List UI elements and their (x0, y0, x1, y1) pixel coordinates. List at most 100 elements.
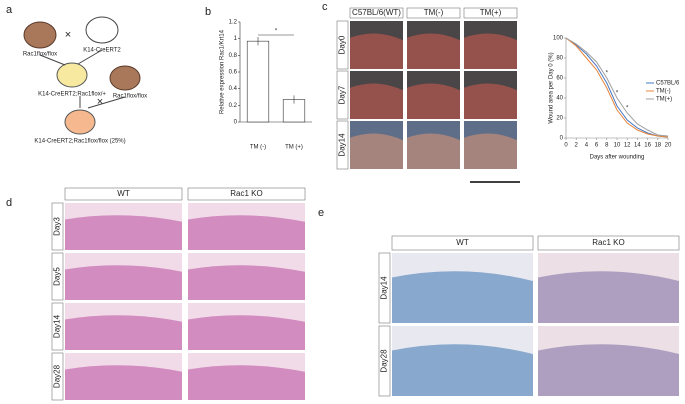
tissue (392, 344, 533, 396)
x-tick-label: 12 (624, 143, 631, 149)
row-label-box (378, 252, 391, 324)
tissue (407, 33, 460, 69)
x-tick-label: 18 (654, 143, 661, 149)
x-tick-label: 6 (595, 143, 599, 149)
genotype-label: Rac1flox/flox (113, 94, 147, 100)
y-axis-label: Relative expression Rac1/Krt14 (220, 29, 226, 114)
mouse-diagram: × × (23, 16, 141, 135)
y-tick-label: 80 (556, 56, 563, 62)
column-header: Rac1 KO (230, 189, 262, 198)
y-tick-label: 0.4 (229, 86, 238, 92)
row-label: Day28 (380, 349, 389, 373)
column-header-box (187, 187, 306, 201)
y-tick-label: 1.2 (229, 20, 238, 26)
y-tick-label: 40 (556, 96, 563, 102)
row-label: Day28 (53, 364, 62, 388)
column-header-box (64, 187, 183, 201)
row-label-box (51, 302, 64, 351)
row-label: Day14 (380, 276, 389, 300)
x-axis-label: Days after wounding (590, 155, 645, 161)
svg-text:×: × (65, 29, 71, 41)
row-label-box (336, 20, 349, 70)
legend-label: TM(-) (656, 89, 671, 95)
svg-text:×: × (97, 96, 103, 108)
x-tick-label: 14 (634, 143, 641, 149)
panel-label: e (318, 207, 324, 219)
panel-label: a (6, 4, 13, 16)
x-tick-label: 20 (665, 143, 672, 149)
x-tick-label: 2 (575, 143, 579, 149)
tissue (350, 83, 403, 119)
column-header-box (537, 235, 680, 251)
panel-label: d (6, 197, 12, 209)
x-tick-label: TM (+) (285, 145, 303, 151)
row-label: Day5 (53, 267, 62, 286)
column-header-box (406, 7, 461, 19)
genotype-label: K14-CreERT2;Rac1flox/+ (38, 92, 106, 98)
x-tick-label: TM (-) (250, 145, 266, 151)
x-tick-label: 4 (585, 143, 589, 149)
x-tick-label: 8 (605, 143, 609, 149)
significance: * (616, 91, 619, 97)
tissue (538, 344, 679, 396)
row-label-box (51, 202, 64, 251)
tissue (464, 133, 517, 169)
row-label-box (336, 120, 349, 170)
tissue (407, 83, 460, 119)
panel-label: b (205, 6, 211, 18)
y-tick-label: 0.6 (229, 70, 238, 76)
panel-label: c (322, 1, 328, 13)
genotype-label: K14-CreERT2;Rac1flox/flox (25%) (34, 139, 125, 145)
y-tick-label: 60 (556, 76, 563, 82)
row-label-box (51, 252, 64, 301)
significance: * (275, 29, 278, 35)
bar (246, 40, 270, 123)
column-header: TM(+) (480, 8, 502, 17)
tissue (464, 83, 517, 119)
legend-label: TM(+) (656, 97, 672, 103)
y-tick-label: 100 (553, 36, 564, 42)
y-tick-label: 1 (234, 36, 238, 42)
x-tick-label: 0 (564, 143, 568, 149)
row-label: Day0 (338, 35, 347, 54)
tissue (350, 33, 403, 69)
column-header-box (349, 7, 404, 19)
series-line (565, 37, 669, 137)
row-label: Day14 (53, 314, 62, 338)
column-header: WT (117, 189, 130, 198)
tissue (65, 315, 182, 350)
tissue (65, 265, 182, 300)
column-header: C57BL/6(WT) (352, 8, 401, 17)
y-tick-label: 0.8 (229, 53, 238, 59)
tissue (188, 315, 305, 350)
significance: * (606, 71, 609, 77)
y-axis-label: Wound area per Day 0 (%) (549, 52, 555, 123)
column-header: WT (456, 238, 469, 247)
y-tick-label: 0.2 (229, 103, 238, 109)
y-tick-label: 20 (556, 116, 563, 122)
column-header-box (391, 235, 534, 251)
tissue (188, 265, 305, 300)
genotype-label: Rac1flox/flox (23, 52, 57, 58)
row-label: Day3 (53, 217, 62, 236)
series-line (565, 37, 669, 138)
tissue (188, 215, 305, 250)
row-label: Day14 (338, 133, 347, 157)
series-line (565, 37, 669, 138)
x-tick-label: 16 (644, 143, 651, 149)
x-tick-label: 10 (614, 143, 621, 149)
tissue (65, 215, 182, 250)
y-tick-label: 0 (560, 136, 564, 142)
row-label-box (378, 325, 391, 397)
tissue (538, 271, 679, 323)
column-header: Rac1 KO (592, 238, 624, 247)
legend-label: C57BL/6 (656, 81, 680, 87)
tissue (65, 365, 182, 400)
tissue (407, 133, 460, 169)
column-header: TM(-) (424, 8, 444, 17)
row-label-box (51, 352, 64, 401)
tissue (350, 133, 403, 169)
genotype-label: K14-CreERT2 (83, 48, 121, 54)
row-label-box (336, 70, 349, 120)
